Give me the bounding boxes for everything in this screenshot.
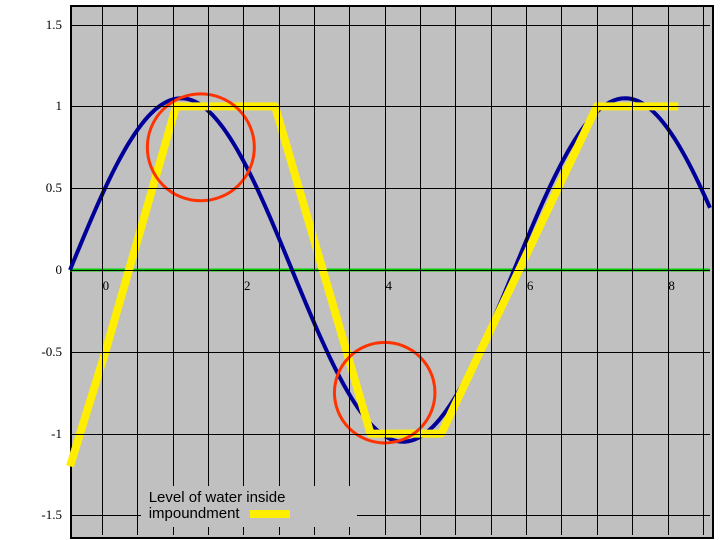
- y-tick-label: 1.5: [22, 17, 62, 33]
- grid-line-horizontal: [70, 25, 710, 26]
- legend-swatch: [250, 510, 290, 518]
- y-tick-label: -1.5: [22, 507, 62, 523]
- y-tick-label: -0.5: [22, 344, 62, 360]
- grid-line-horizontal: [70, 188, 710, 189]
- legend: Level of water inside impoundment: [141, 486, 357, 527]
- grid-line-horizontal: [70, 106, 710, 107]
- water-level-chart: -1.5 -1 -0.5 0 0.5 1 1.5 0 2 4 6 8 Level of water i…: [10, 0, 710, 540]
- plot-area: [70, 5, 714, 539]
- grid-line-horizontal: [70, 270, 710, 271]
- y-tick-label: 0: [22, 262, 62, 278]
- grid-line-horizontal: [70, 352, 710, 353]
- y-tick-label: -1: [22, 426, 62, 442]
- x-tick-label: 4: [379, 278, 399, 294]
- x-tick-label: 0: [96, 278, 116, 294]
- x-tick-label: 2: [237, 278, 257, 294]
- y-tick-label: 0.5: [22, 180, 62, 196]
- x-tick-label: 6: [520, 278, 540, 294]
- x-tick-label: 8: [662, 278, 682, 294]
- grid-line-horizontal: [70, 434, 710, 435]
- y-tick-label: 1: [22, 98, 62, 114]
